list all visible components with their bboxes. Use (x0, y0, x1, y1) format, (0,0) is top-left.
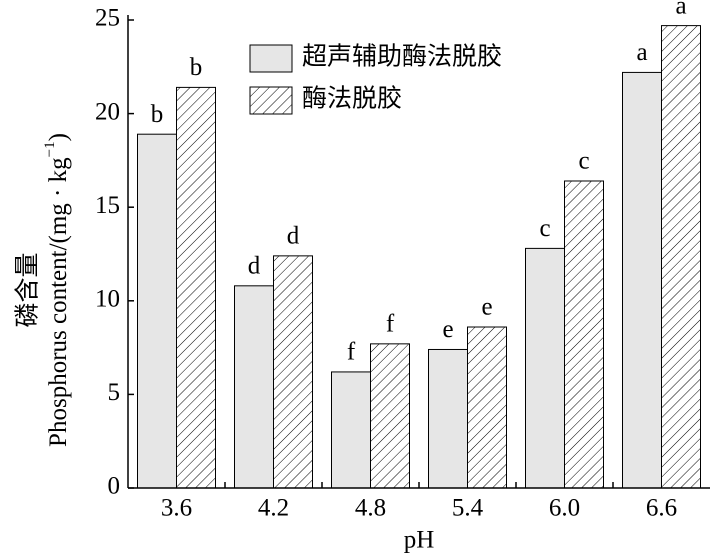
bar (467, 326, 507, 489)
x-tick-label: 5.4 (452, 495, 484, 522)
y-tick-label: 5 (108, 379, 121, 406)
x-tick-label: 4.2 (258, 495, 289, 522)
significance-letter: c (539, 215, 550, 242)
x-tick-label: 3.6 (161, 495, 192, 522)
significance-letter: a (675, 0, 686, 19)
y-label-close: ) (45, 133, 72, 141)
bar (137, 133, 177, 489)
bar (234, 285, 274, 489)
y-tick-label: 15 (95, 192, 120, 219)
legend-label: 酶法脱胶 (302, 85, 402, 113)
significance-letter: b (190, 54, 203, 81)
y-tick-label: 0 (108, 473, 121, 500)
significance-letter: f (347, 339, 356, 366)
y-label-cn: 磷含量 (14, 252, 42, 327)
bar (564, 180, 604, 489)
y-axis-label: 磷含量 Phosphorus content/(mg · kg−1) (14, 133, 72, 447)
bar (428, 348, 468, 489)
significance-letter: e (442, 316, 453, 343)
y-label-sup: −1 (42, 141, 58, 157)
x-tick-label: 6.0 (549, 495, 580, 522)
bar (176, 86, 216, 489)
significance-letter: c (578, 148, 589, 175)
x-tick-label: 4.8 (355, 495, 386, 522)
bar (331, 371, 371, 489)
y-tick-label: 25 (95, 5, 120, 32)
legend-swatch (249, 44, 293, 73)
bar (525, 247, 565, 489)
y-label-en-main: Phosphorus content/(mg · kg (45, 157, 72, 447)
significance-letter: d (248, 253, 261, 280)
legend-label: 超声辅助酶法脱胶 (302, 43, 502, 71)
significance-letter: e (481, 294, 492, 321)
x-axis-label: pH (404, 527, 435, 554)
significance-letter: a (636, 39, 647, 66)
y-tick-label: 10 (95, 286, 120, 313)
y-label-en: Phosphorus content/(mg · kg−1) (42, 133, 71, 447)
x-tick-label: 6.6 (646, 495, 677, 522)
y-tick-label: 20 (95, 98, 120, 125)
bar (622, 71, 662, 489)
bar (661, 25, 701, 489)
bar (273, 255, 313, 489)
significance-letter: f (386, 311, 395, 338)
bar (370, 343, 410, 489)
legend-swatch (249, 86, 293, 115)
significance-letter: b (151, 101, 164, 128)
significance-letter: d (287, 223, 300, 250)
